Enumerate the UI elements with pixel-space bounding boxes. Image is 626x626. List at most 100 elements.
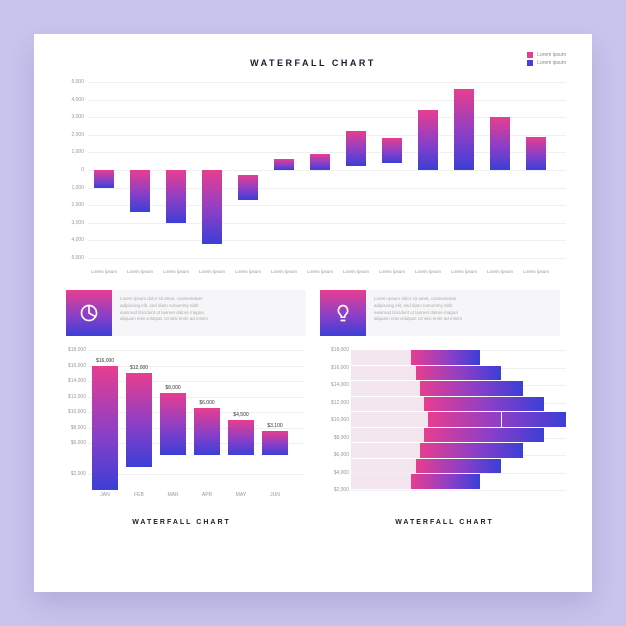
- y-axis-label: $6,000: [323, 452, 349, 458]
- info-text-line: euismod tincidunt ut laoreet dolore magn…: [374, 310, 552, 317]
- tornado-segment: [463, 459, 502, 474]
- x-axis-label: Lorem ipsum: [480, 269, 520, 274]
- y-axis-label: $16,000: [323, 365, 349, 371]
- bar-value-label: $12,000: [130, 365, 148, 371]
- x-axis-label: Lorem ipsum: [228, 269, 268, 274]
- y-axis-label: $10,000: [323, 417, 349, 423]
- waterfall-bar: [274, 159, 294, 170]
- waterfall-bar: [166, 170, 186, 223]
- waterfall-bar: [238, 175, 258, 200]
- y-axis-label: $8,000: [60, 425, 86, 431]
- chart-title: WATERFALL CHART: [60, 519, 303, 526]
- bar-value-label: $4,500: [233, 412, 248, 418]
- tornado-segment: [489, 428, 545, 443]
- x-axis-label: APR: [202, 492, 212, 498]
- info-text-line: aliquam erat volutpat. Ut wisi enim ad m…: [374, 316, 552, 323]
- tornado-segment: [351, 366, 416, 381]
- waterfall-bar: [346, 131, 366, 166]
- waterfall-bar: [202, 170, 222, 244]
- x-axis-label: MAY: [236, 492, 246, 498]
- header: WATERFALL CHART Lorem ipsumLorem ipsum: [60, 58, 566, 76]
- tornado-segment: [411, 350, 450, 365]
- y-axis-label: $4,000: [323, 470, 349, 476]
- tornado-segment: [351, 428, 424, 443]
- legend: Lorem ipsum Lorem ipsum: [527, 52, 566, 66]
- x-axis-label: Lorem ipsum: [300, 269, 340, 274]
- y-axis-label: 2,000: [71, 132, 84, 138]
- y-axis-label: 0: [81, 167, 84, 173]
- info-text-line: euismod tincidunt ut laoreet dolore magn…: [120, 310, 298, 317]
- tornado-segment: [476, 443, 523, 458]
- legend-label: Lorem ipsum: [537, 52, 566, 58]
- info-cards-row: Lorem ipsum dolor sit amet, consectetuer…: [60, 290, 566, 336]
- legend-item: Lorem ipsum: [527, 60, 566, 66]
- x-axis-label: JUN: [270, 492, 280, 498]
- x-axis-label: Lorem ipsum: [516, 269, 556, 274]
- tornado-segment: [424, 428, 489, 443]
- y-axis-label: $10,000: [60, 409, 86, 415]
- info-text: Lorem ipsum dolor sit amet, consectetuer…: [366, 290, 560, 336]
- y-axis-label: $14,000: [60, 378, 86, 384]
- x-axis-label: Lorem ipsum: [408, 269, 448, 274]
- waterfall-bar: [92, 366, 118, 490]
- waterfall-bar: [418, 110, 438, 170]
- tornado-segment: [351, 350, 411, 365]
- legend-swatch: [527, 60, 533, 66]
- tornado-row: [351, 397, 566, 412]
- info-text-line: Lorem ipsum dolor sit amet, consectetuer: [120, 296, 298, 303]
- tornado-row: [351, 443, 566, 458]
- waterfall-bar: [490, 117, 510, 170]
- y-axis-label: $12,000: [323, 400, 349, 406]
- y-axis-label: 4,000: [71, 237, 84, 243]
- waterfall-bar: [454, 89, 474, 170]
- main-waterfall-chart: 5,0004,0003,0002,0001,00001,0002,0003,00…: [60, 82, 566, 278]
- y-axis-label: $8,000: [323, 435, 349, 441]
- legend-item: Lorem ipsum: [527, 52, 566, 58]
- tornado-row: [351, 428, 566, 443]
- info-text-line: Lorem ipsum dolor sit amet, consectetuer: [374, 296, 552, 303]
- tornado-segment: [476, 381, 523, 396]
- waterfall-bar: [160, 393, 186, 455]
- left-waterfall-chart: $18,000$16,000$14,000$12,000$10,000$8,00…: [60, 350, 303, 526]
- tornado-segment: [416, 459, 463, 474]
- tornado-row: [351, 412, 566, 427]
- tornado-segment: [450, 474, 480, 489]
- tornado-row: [351, 350, 566, 365]
- bar-value-label: $3,100: [267, 423, 282, 429]
- x-axis-label: Lorem ipsum: [372, 269, 412, 274]
- legend-swatch: [527, 52, 533, 58]
- x-axis-label: Lorem ipsum: [336, 269, 376, 274]
- x-axis-label: Lorem ipsum: [156, 269, 196, 274]
- waterfall-bar: [228, 420, 254, 455]
- tornado-segment: [351, 474, 411, 489]
- waterfall-bar: [126, 373, 152, 466]
- chart-title: WATERFALL CHART: [323, 519, 566, 526]
- tornado-segment: [351, 412, 428, 427]
- legend-label: Lorem ipsum: [537, 60, 566, 66]
- y-axis-label: $2,000: [60, 471, 86, 477]
- info-card: Lorem ipsum dolor sit amet, consectetuer…: [320, 290, 560, 336]
- tornado-segment: [428, 412, 501, 427]
- y-axis-label: 1,000: [71, 185, 84, 191]
- tornado-segment: [420, 443, 476, 458]
- waterfall-bar: [526, 137, 546, 170]
- y-axis-label: $2,000: [323, 487, 349, 493]
- waterfall-bar: [262, 431, 288, 455]
- tornado-segment: [351, 443, 420, 458]
- x-axis-label: Lorem ipsum: [264, 269, 304, 274]
- waterfall-bar: [130, 170, 150, 212]
- waterfall-bar: [310, 154, 330, 170]
- tornado-row: [351, 366, 566, 381]
- info-card: Lorem ipsum dolor sit amet, consectetuer…: [66, 290, 306, 336]
- tornado-segment: [416, 366, 463, 381]
- right-tornado-chart: $18,000$16,000$14,000$12,000$10,000$8,00…: [323, 350, 566, 526]
- tornado-segment: [502, 412, 567, 427]
- y-axis-label: 1,000: [71, 149, 84, 155]
- tornado-row: [351, 459, 566, 474]
- y-axis-label: $18,000: [323, 347, 349, 353]
- tornado-row: [351, 381, 566, 396]
- y-axis-label: $16,000: [60, 363, 86, 369]
- bar-value-label: $6,000: [199, 400, 214, 406]
- x-axis-label: MAR: [167, 492, 178, 498]
- y-axis-label: $12,000: [60, 394, 86, 400]
